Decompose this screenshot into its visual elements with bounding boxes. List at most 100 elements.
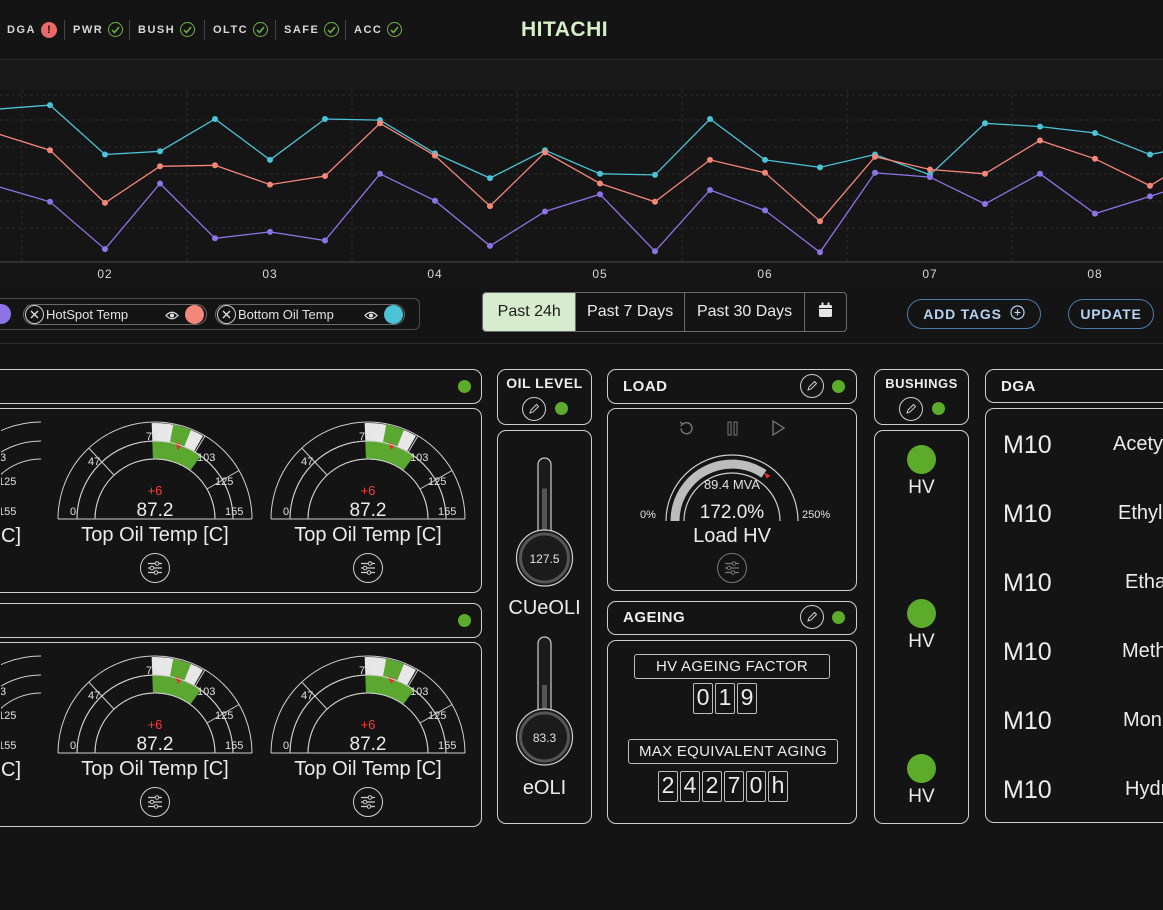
- x-tick-label: 07: [922, 267, 937, 281]
- x-tick-label: 02: [97, 267, 112, 281]
- status-pwr[interactable]: PWR: [73, 22, 124, 37]
- series-point: [707, 187, 713, 193]
- settings-sliders-icon[interactable]: [140, 553, 170, 583]
- series-point: [707, 156, 713, 163]
- update-button[interactable]: UPDATE: [1068, 299, 1154, 329]
- dga-gas: Acety: [1113, 433, 1163, 455]
- gauge-value: 87.2: [350, 500, 387, 521]
- edit-pencil-icon[interactable]: [522, 397, 546, 421]
- oil-thermometers: 127.5 83.3: [515, 457, 574, 766]
- series-point: [597, 191, 603, 198]
- x-tick-label: 03: [262, 267, 277, 281]
- settings-sliders-icon[interactable]: [717, 553, 747, 583]
- series-point: [487, 175, 493, 182]
- series-point: [377, 170, 383, 177]
- eye-icon[interactable]: [165, 309, 179, 324]
- max-aging-label: MAX EQUIVALENT AGING: [628, 739, 838, 764]
- tag-label: HotSpot Temp: [46, 307, 129, 322]
- status-indicator: [458, 380, 471, 393]
- status-indicator: [458, 614, 471, 627]
- x-tick-label: 06: [757, 267, 772, 281]
- digit: 9: [737, 683, 757, 714]
- ageing-factor-label: HV AGEING FACTOR: [634, 654, 830, 679]
- bushing-status-dot: [907, 754, 936, 783]
- eye-icon[interactable]: [364, 309, 378, 324]
- gauge-label: Top Oil Temp [C]: [294, 524, 442, 546]
- gauge-tick-label: 3: [1, 686, 6, 698]
- series-point: [1092, 155, 1098, 162]
- gauge-tick-label: 103: [197, 686, 215, 698]
- gauge-label: Top Oil Temp [C]: [81, 758, 229, 780]
- gauge-value: 87.2: [137, 500, 174, 521]
- bushings-panel: HV HV HV: [874, 430, 969, 824]
- load-max-label: 250%: [802, 509, 830, 521]
- gauge-tick-label: 155: [225, 740, 243, 752]
- status-safe[interactable]: SAFE: [284, 22, 340, 37]
- bushing-status-dot: [907, 599, 936, 628]
- series-point: [707, 116, 713, 122]
- series-point: [102, 151, 108, 158]
- series-point: [652, 198, 658, 205]
- load-header: LOAD: [607, 369, 857, 404]
- x-tick-label: 04: [427, 267, 442, 281]
- series-point: [102, 199, 108, 206]
- status-oltc[interactable]: OLTC: [213, 22, 269, 37]
- temperature-gauge: 0 47 75 103 125 155 +6 87.2 Top Oil Temp [C]: [57, 420, 257, 590]
- close-icon[interactable]: [25, 305, 44, 324]
- range-past-30-days[interactable]: Past 30 Days: [685, 293, 806, 331]
- series-point: [47, 198, 53, 205]
- series-point: [762, 207, 768, 214]
- play-icon[interactable]: [771, 419, 786, 441]
- settings-sliders-icon[interactable]: [353, 787, 383, 817]
- close-icon[interactable]: [217, 305, 236, 324]
- status-acc[interactable]: ACC: [354, 22, 403, 37]
- digit: 0: [693, 683, 713, 714]
- pause-icon[interactable]: [726, 421, 740, 441]
- series-color-dot[interactable]: [384, 305, 403, 324]
- bushing-label: HV: [908, 477, 935, 498]
- add-tags-button[interactable]: ADD TAGS: [907, 299, 1041, 329]
- trend-chart: 02 03 04 05 06 07 08: [0, 90, 1163, 281]
- settings-sliders-icon[interactable]: [140, 787, 170, 817]
- panel-title: AGEING: [623, 609, 686, 626]
- status-dga[interactable]: DGA !: [7, 22, 57, 38]
- range-past-24h[interactable]: Past 24h: [483, 293, 577, 331]
- dga-panel: M10 Acety M10 Ethyl M10 Etha M10 Meth M1…: [985, 408, 1163, 823]
- bushing-status-dot: [907, 445, 936, 474]
- dga-model: M10: [1003, 431, 1052, 459]
- gauge-tick-label: 0: [70, 506, 76, 518]
- panel-title: DGA: [1001, 378, 1036, 395]
- status-indicator: [932, 402, 945, 415]
- status-label: OLTC: [213, 23, 249, 36]
- series-point: [817, 164, 823, 171]
- status-label: PWR: [73, 23, 104, 36]
- check-icon: [324, 22, 340, 37]
- range-past-7-days[interactable]: Past 7 Days: [576, 293, 685, 331]
- gauge-tick-label: 75: [146, 665, 158, 677]
- check-icon: [387, 22, 403, 37]
- time-range-selector: Past 24h Past 7 Days Past 30 Days: [482, 292, 847, 332]
- x-tick-label: 05: [592, 267, 607, 281]
- temperature-panel: 3 125 155 C]: [0, 408, 482, 593]
- status-bush[interactable]: BUSH: [138, 22, 196, 37]
- series-point: [597, 180, 603, 187]
- series-point: [1147, 193, 1153, 200]
- reset-icon[interactable]: [678, 420, 695, 442]
- edit-pencil-icon[interactable]: [899, 397, 923, 421]
- edit-pencil-icon[interactable]: [800, 605, 824, 629]
- edit-pencil-icon[interactable]: [800, 374, 824, 398]
- series-point: [157, 180, 163, 187]
- series-color-dot[interactable]: [185, 305, 204, 324]
- series-point: [1037, 137, 1043, 144]
- load-min-label: 0%: [640, 509, 656, 521]
- settings-sliders-icon[interactable]: [353, 553, 383, 583]
- series-point: [652, 248, 658, 255]
- calendar-button[interactable]: [805, 293, 846, 331]
- load-panel: 89.4 MVA 172.0% 0% 250% Load HV: [607, 408, 857, 591]
- series-color-dot[interactable]: [0, 304, 11, 324]
- dga-model: M10: [1003, 569, 1052, 597]
- gauge-delta: +6: [361, 717, 376, 732]
- gauge-tick-label: 75: [146, 431, 158, 443]
